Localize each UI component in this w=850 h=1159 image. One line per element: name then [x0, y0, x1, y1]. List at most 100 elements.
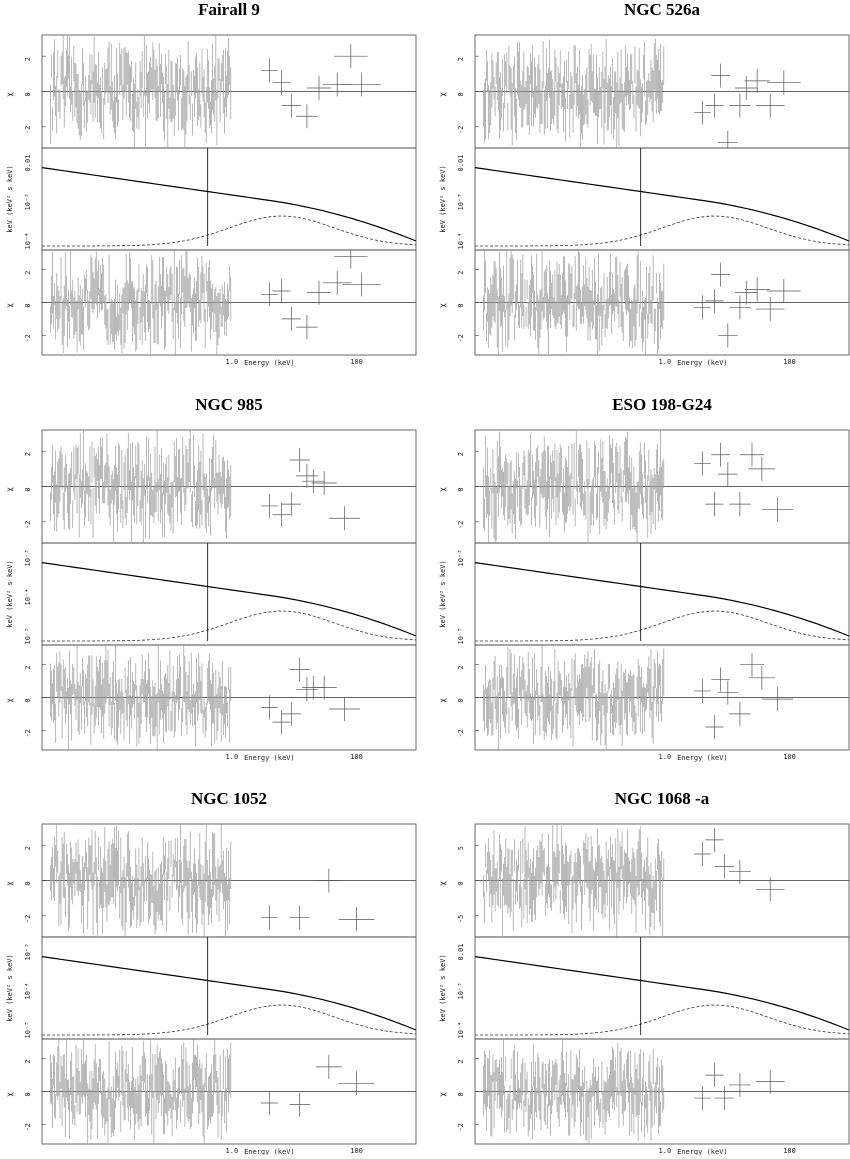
top-tick-label: 2 — [24, 57, 32, 61]
y-label-top: χ — [438, 487, 447, 492]
model-tick-label: 0.01 — [24, 155, 32, 172]
model-panel — [41, 936, 417, 1040]
chart-5: NGC 1052 χ keV (keV² s keV) χ 2 0 -2 2 0 -2 10⁻³ 10… — [5, 789, 417, 1156]
x-tick-label: 100 — [350, 753, 363, 761]
bottom-tick-label: 0 — [24, 1092, 32, 1096]
model-tick-label: 10⁻⁴ — [24, 589, 32, 606]
model-panel — [474, 936, 850, 1040]
model-tick-label: 10⁻⁴ — [457, 233, 465, 250]
bottom-tick-label: -2 — [457, 729, 465, 737]
x-tick-label: 100 — [350, 358, 363, 366]
model-continuum-line — [41, 956, 417, 1031]
model-reflection-line — [475, 215, 850, 247]
bottom-tick-label: 2 — [24, 271, 32, 275]
bottom-tick-label: 2 — [457, 1060, 465, 1064]
top-tick-label: 0 — [457, 487, 465, 491]
top-tick-label: 2 — [24, 452, 32, 456]
chart-title: NGC 526a — [624, 0, 701, 19]
model-tick-label: 10⁻³ — [24, 550, 32, 567]
bottom-tick-label: -2 — [24, 1123, 32, 1131]
x-axis-label: Energy (keV) — [244, 754, 295, 762]
model-continuum-line — [41, 167, 417, 242]
chart-1: Fairall 9 χ keV (keV² s keV) χ 2 0 -2 2 0 -2 0.01 1… — [5, 0, 417, 367]
bottom-tick-label: 2 — [24, 666, 32, 670]
bottom-tick-label: 2 — [457, 271, 465, 275]
x-axis-label: Energy (keV) — [244, 359, 295, 367]
model-reflection-line — [42, 610, 417, 642]
bottom-tick-label: 0 — [457, 698, 465, 702]
bottom-tick-label: -2 — [24, 334, 32, 342]
chart-2: NGC 526a χ keV (keV² s keV) χ 2 0 -2 2 0 -2 0.01 10… — [438, 0, 850, 367]
y-label-top: χ — [5, 881, 14, 886]
bottom-tick-label: 2 — [24, 1060, 32, 1064]
y-label-top: χ — [5, 487, 14, 492]
y-label-bottom: χ — [5, 1092, 14, 1097]
chart-title: NGC 1052 — [191, 789, 267, 808]
top-tick-label: 2 — [457, 452, 465, 456]
model-continuum-line — [474, 562, 850, 637]
model-tick-label: 10⁻⁵ — [24, 628, 32, 645]
model-panel — [474, 542, 850, 646]
chart-title: NGC 1068 -a — [615, 789, 710, 808]
top-tick-label: -2 — [24, 126, 32, 134]
chart-title: Fairall 9 — [198, 0, 260, 19]
top-tick-label: -2 — [24, 915, 32, 923]
top-tick-label: 0 — [457, 881, 465, 885]
x-tick-label: 100 — [783, 753, 796, 761]
top-tick-label: 2 — [24, 846, 32, 850]
y-label-model: keV (keV² s keV) — [6, 560, 14, 627]
y-label-model: keV (keV² s keV) — [439, 560, 447, 627]
x-tick-label: 1.0 — [659, 358, 672, 366]
bottom-tick-label: 2 — [457, 666, 465, 670]
model-tick-label: 0.01 — [457, 155, 465, 172]
model-tick-label: 10⁻⁴ — [24, 233, 32, 250]
chart-4: ESO 198-G24 χ keV (keV² s keV) χ 2 0 -2 2 0 -2 10⁻… — [438, 395, 850, 762]
y-label-bottom: χ — [438, 303, 447, 308]
chart-3: NGC 985 χ keV (keV² s keV) χ 2 0 -2 2 0 -2 10⁻³ 10⁻… — [5, 395, 417, 762]
model-tick-label: 10⁻³ — [24, 944, 32, 961]
x-axis-label: Energy (keV) — [677, 754, 728, 762]
model-tick-label: 0.01 — [457, 944, 465, 961]
model-panel — [41, 542, 417, 646]
x-tick-label: 100 — [350, 1147, 363, 1155]
y-label-bottom: χ — [5, 698, 14, 703]
y-label-top: χ — [5, 92, 14, 97]
top-tick-label: -2 — [24, 521, 32, 529]
x-tick-label: 1.0 — [659, 753, 672, 761]
top-tick-label: -2 — [457, 521, 465, 529]
chart-title: ESO 198-G24 — [612, 395, 712, 414]
top-tick-label: -2 — [457, 126, 465, 134]
y-label-bottom: χ — [438, 698, 447, 703]
top-tick-label: 0 — [24, 92, 32, 96]
model-reflection-line — [42, 1004, 417, 1036]
x-tick-label: 1.0 — [226, 753, 239, 761]
y-label-bottom: χ — [438, 1092, 447, 1097]
model-reflection-line — [42, 215, 417, 247]
model-continuum-line — [474, 956, 850, 1031]
y-label-model: keV (keV² s keV) — [439, 165, 447, 232]
x-axis-label: Energy (keV) — [244, 1148, 295, 1155]
y-label-model: keV (keV² s keV) — [6, 954, 14, 1021]
model-tick-label: 10⁻⁴ — [24, 983, 32, 1000]
x-axis-label: Energy (keV) — [677, 359, 728, 367]
x-tick-label: 100 — [783, 1147, 796, 1155]
model-continuum-line — [474, 167, 850, 242]
model-panel — [474, 147, 850, 251]
chart-6: NGC 1068 -a χ keV (keV² s keV) χ 5 0 -5 2 0 -2 0.0… — [438, 789, 850, 1156]
y-label-top: χ — [438, 881, 447, 886]
model-reflection-line — [475, 1004, 850, 1036]
top-tick-label: 0 — [24, 881, 32, 885]
y-label-top: χ — [438, 92, 447, 97]
bottom-tick-label: -2 — [457, 334, 465, 342]
model-panel — [41, 147, 417, 251]
model-tick-label: 10⁻³ — [457, 550, 465, 567]
top-tick-label: -5 — [457, 915, 465, 923]
bottom-tick-label: 0 — [457, 303, 465, 307]
top-tick-label: 2 — [457, 57, 465, 61]
top-tick-label: 0 — [457, 92, 465, 96]
y-label-model: keV (keV² s keV) — [439, 954, 447, 1021]
bottom-tick-label: 0 — [24, 303, 32, 307]
bottom-tick-label: 0 — [457, 1092, 465, 1096]
